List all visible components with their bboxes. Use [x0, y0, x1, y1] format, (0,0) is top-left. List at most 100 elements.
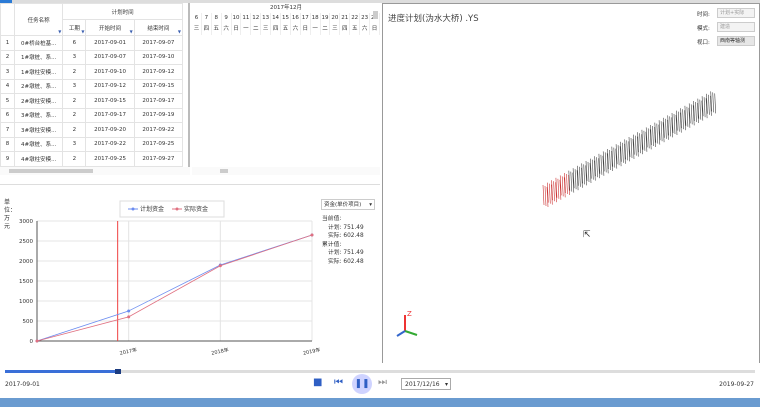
- bridge-pier: [594, 160, 596, 181]
- cell: 4#墩柱安模...: [14, 151, 64, 167]
- cell: 2: [0, 49, 16, 65]
- gantt-chart: 2017年12月 6 7 8 9 10 11 12 13 14 15 16 17 18 19 20 21 22 2…: [192, 3, 380, 167]
- bridge-pier: [675, 114, 678, 136]
- time-select[interactable]: 计划+实际: [717, 8, 755, 18]
- bridge-pier: [566, 173, 568, 195]
- data-point: [127, 315, 131, 319]
- cell: 2017-09-19: [133, 107, 184, 123]
- bridge-model: [542, 91, 716, 208]
- bridge-pier: [692, 105, 695, 126]
- table-row[interactable]: 9 4#墩柱安模... 2 2017-09-25 2017-09-27: [0, 151, 184, 167]
- cell: 2017-09-01: [85, 35, 135, 51]
- cell: 2017-09-25: [85, 151, 135, 167]
- cell: 3#墩桩、系...: [14, 107, 64, 123]
- gantt-weekday: 六: [222, 24, 232, 35]
- bridge-pier: [678, 111, 680, 132]
- cell: 2017-09-10: [133, 49, 184, 65]
- bridge-pier: [693, 100, 695, 122]
- bridge-pier: [641, 134, 643, 155]
- cell: 2017-09-07: [85, 49, 135, 65]
- bridge-pier: [577, 165, 579, 186]
- bridge-pier: [650, 124, 652, 146]
- bridge-pier: [607, 148, 609, 170]
- bridge-pier: [680, 108, 682, 129]
- chart-metric-dropdown[interactable]: 资金(单价项目) ▾: [321, 199, 375, 210]
- gantt-weekday: 一: [241, 24, 252, 35]
- forward-button[interactable]: ⏭: [378, 377, 387, 388]
- gantt-hscrollbar[interactable]: [192, 167, 380, 175]
- cell: 1#墩桩、系...: [14, 49, 64, 65]
- bridge-pier: [632, 138, 635, 160]
- bridge-pier: [624, 139, 626, 160]
- bridge-pier: [708, 94, 710, 115]
- cell: 2: [62, 107, 87, 123]
- bridge-pier: [712, 92, 714, 113]
- timeline-slider[interactable]: [5, 369, 755, 374]
- bridge-pier: [553, 181, 555, 202]
- data-point: [310, 233, 314, 237]
- bridge-pier: [587, 161, 590, 183]
- col-duration[interactable]: 工期 ▼: [62, 19, 87, 36]
- cell: 7: [0, 122, 16, 138]
- bridge-pier: [663, 117, 665, 138]
- rewind-button[interactable]: ⏮: [334, 377, 343, 388]
- bridge-pier: [654, 122, 657, 143]
- legend-box: [119, 200, 225, 218]
- gantt-weekday: 五: [281, 24, 291, 35]
- table-row[interactable]: 4 2#墩桩、系... 3 2017-09-12 2017-09-15: [0, 78, 184, 94]
- y-tick-label: 1000: [19, 299, 33, 305]
- table-row[interactable]: 2 1#墩桩、系... 3 2017-09-07 2017-09-10: [0, 49, 184, 65]
- bridge-pier: [654, 126, 656, 148]
- funds-chart-pane: 单位：万元 0 500 1000 1500 2000 2500 3000 2017年 2018年…: [0, 184, 380, 362]
- bridge-pier: [602, 155, 605, 176]
- bridge-pier: [637, 132, 639, 153]
- gantt-weekday: 三: [261, 24, 272, 35]
- gantt-weekday: 日: [232, 24, 242, 35]
- bridge-pier: [563, 177, 566, 198]
- bridge-pier: [598, 153, 601, 174]
- y-tick-label: 2000: [19, 259, 33, 265]
- bridge-pier: [665, 118, 667, 139]
- bridge-pier: [617, 145, 620, 166]
- legend-marker: [131, 207, 135, 211]
- col-start[interactable]: 开始时间 ▼: [85, 19, 135, 36]
- table-row[interactable]: 3 1#墩柱安模... 2 2017-09-10 2017-09-12: [0, 64, 184, 80]
- bridge-pier: [555, 177, 558, 198]
- 3d-viewport[interactable]: 进度计划(沩水大桥) .YS 时间: 计划+实际 模式: 建造 视口: 西南等轴…: [382, 3, 760, 363]
- bridge-pier: [622, 142, 624, 163]
- bridge-pier: [682, 109, 684, 130]
- viewport-select[interactable]: 西南等轴测: [717, 36, 755, 46]
- gantt-weekday: 五: [212, 24, 222, 35]
- table-row[interactable]: 1 0#桥台桩基... 6 2017-09-01 2017-09-07: [0, 35, 184, 51]
- bridge-pier: [649, 129, 652, 150]
- bridge-pier: [714, 93, 716, 114]
- cell: 8: [0, 136, 16, 152]
- table-row[interactable]: 6 3#墩桩、系... 2 2017-09-17 2017-09-19: [0, 107, 184, 123]
- cell: 2017-09-07: [133, 35, 184, 51]
- col-task-name[interactable]: 任务名称 ▼: [14, 3, 64, 36]
- col-planned-time: 计划时间: [62, 3, 183, 20]
- date-picker[interactable]: 2017/12/16 ▾: [401, 378, 451, 390]
- gantt-day: 21: [340, 13, 351, 24]
- bridge-pier: [630, 137, 633, 159]
- table-row[interactable]: 7 3#墩柱安模... 2 2017-09-20 2017-09-22: [0, 122, 184, 138]
- bridge-pier: [547, 182, 549, 203]
- bridge-pier: [684, 110, 686, 131]
- chart-values-panel: 当前值: 计划: 751.49 实际: 602.48 累计值: 计划: 751.…: [322, 216, 364, 265]
- grid-hscrollbar[interactable]: [0, 167, 190, 175]
- legend-marker: [175, 207, 179, 211]
- bridge-pier: [542, 184, 545, 206]
- gantt-weekday: 三: [192, 24, 202, 35]
- status-bar: [0, 398, 760, 407]
- table-row[interactable]: 8 4#墩桩、系... 3 2017-09-22 2017-09-25: [0, 136, 184, 152]
- pause-button[interactable]: ❚❚: [352, 374, 372, 394]
- stop-button[interactable]: ■: [313, 377, 323, 388]
- vertical-scrollbar[interactable]: [373, 11, 378, 19]
- bridge-pier: [585, 165, 587, 186]
- table-row[interactable]: 5 2#墩柱安模... 2 2017-09-15 2017-09-17: [0, 93, 184, 109]
- cell: 2017-09-17: [133, 93, 184, 109]
- mode-select[interactable]: 建造: [717, 22, 755, 32]
- col-end[interactable]: 结束时间 ▼: [133, 19, 184, 36]
- y-tick-label: 1500: [19, 279, 33, 285]
- bridge-pier: [701, 100, 704, 121]
